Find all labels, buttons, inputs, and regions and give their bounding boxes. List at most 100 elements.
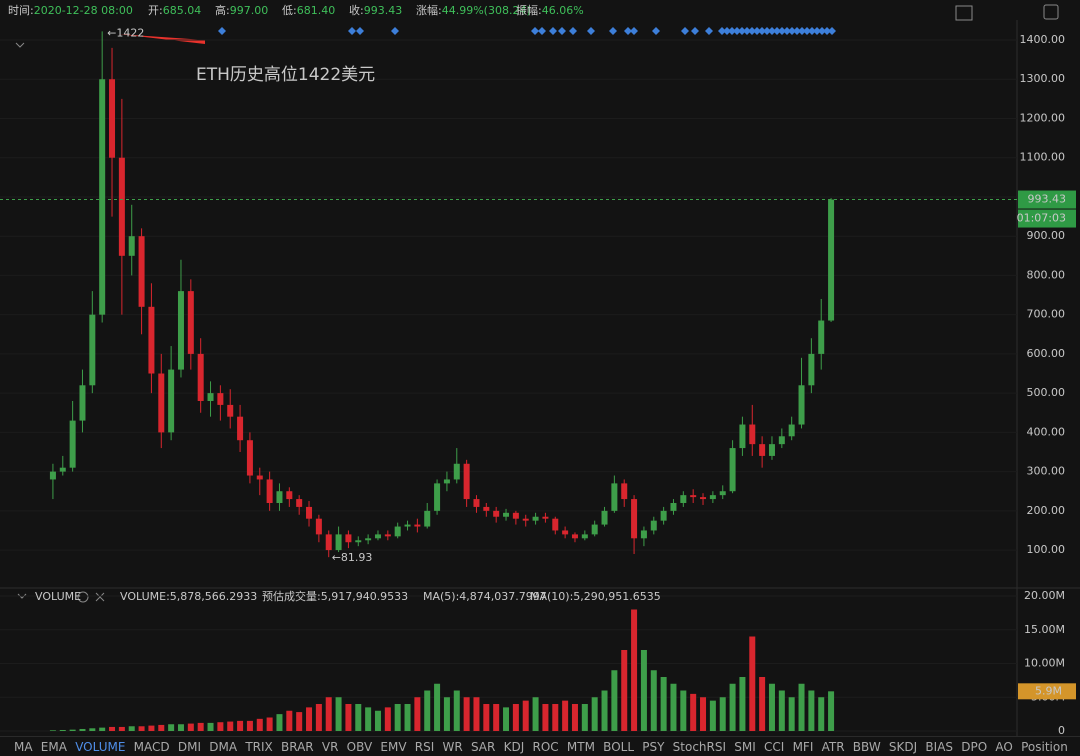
header-item: 涨幅:44.99%(308.24) — [416, 4, 531, 17]
signal-marker — [763, 27, 771, 35]
indicator-tab[interactable]: OBV — [346, 739, 373, 754]
y-tick-label: 10.00M — [1024, 657, 1065, 670]
volume-bar — [276, 714, 283, 731]
volume-bar — [739, 677, 746, 731]
volume-bar — [325, 697, 332, 731]
candle-body — [315, 518, 322, 535]
volume-bar — [374, 710, 381, 731]
volume-bar — [709, 700, 716, 731]
signal-marker — [549, 27, 557, 35]
signal-marker — [768, 27, 776, 35]
candle-body — [177, 291, 184, 370]
indicator-tab[interactable]: SMI — [734, 739, 756, 754]
signal-marker — [569, 27, 577, 35]
volume-bar — [404, 704, 411, 731]
indicator-tab[interactable]: DMI — [177, 739, 202, 754]
candle-body — [749, 424, 756, 445]
candle-body — [365, 538, 372, 541]
signal-marker — [808, 27, 816, 35]
volume-bar — [315, 704, 322, 731]
volume-bar — [434, 683, 441, 731]
volume-bar — [749, 636, 756, 731]
candle-body — [306, 506, 313, 519]
indicator-tab[interactable]: BOLL — [603, 739, 635, 754]
volume-bar — [296, 712, 303, 731]
indicator-tab[interactable]: EMA — [40, 739, 67, 754]
indicator-tab[interactable]: BBW — [852, 739, 881, 754]
indicator-tab[interactable]: SKDJ — [888, 739, 918, 754]
indicator-tab[interactable]: MTM — [566, 739, 595, 754]
indicator-tab[interactable]: SAR — [470, 739, 496, 754]
indicator-tab[interactable]: WR — [442, 739, 463, 754]
volume-bar — [246, 720, 253, 731]
volume-bar — [414, 697, 421, 731]
candle-body — [591, 524, 598, 535]
volume-bar — [138, 726, 145, 731]
candle-body — [808, 353, 815, 386]
indicator-tab[interactable]: DPO — [961, 739, 988, 754]
indicator-tab[interactable]: MFI — [792, 739, 814, 754]
indicator-tab[interactable]: BRAR — [280, 739, 314, 754]
signal-marker — [783, 27, 791, 35]
candle-body — [778, 436, 785, 445]
candle-body — [680, 495, 687, 503]
volume-bar — [59, 729, 66, 731]
legend-chevron[interactable] — [17, 593, 27, 599]
indicator-tab[interactable]: BIAS — [925, 739, 954, 754]
candle-body — [148, 306, 155, 374]
signal-marker — [652, 27, 660, 35]
close-icon[interactable] — [95, 592, 105, 602]
indicator-tab[interactable]: DMA — [209, 739, 238, 754]
signal-marker — [531, 27, 539, 35]
header-label: 开: — [148, 4, 163, 17]
volume-bar — [453, 690, 460, 731]
indicator-tab[interactable]: AO — [995, 739, 1013, 754]
signal-marker — [558, 27, 566, 35]
indicator-tab[interactable]: MA — [14, 739, 33, 754]
indicator-tab[interactable]: ROC — [532, 739, 559, 754]
y-tick-label: 100.00 — [1027, 543, 1066, 556]
indicator-tab[interactable]: ATR — [821, 739, 845, 754]
indicator-tab[interactable]: PSY — [642, 739, 665, 754]
indicator-tab[interactable]: TRIX — [245, 739, 273, 754]
header-item: 开:685.04 — [148, 4, 201, 17]
header-value: 46.06% — [542, 4, 584, 17]
settings-icon[interactable] — [955, 5, 973, 21]
candle-body — [414, 524, 421, 527]
candle-body — [759, 444, 766, 456]
indicator-tab[interactable]: VOLUME — [75, 739, 126, 754]
indicator-tab[interactable]: StochRSI — [672, 739, 727, 754]
signal-marker — [728, 27, 736, 35]
menu-icon[interactable] — [1043, 4, 1059, 20]
candle-body — [818, 320, 825, 354]
volume-bar — [571, 704, 578, 731]
chart: 时间:2020-12-28 08:00 开:685.04 高:997.00 低:681… — [0, 3, 1080, 736]
candle-body — [227, 404, 234, 417]
indicator-tab[interactable]: CCI — [764, 739, 785, 754]
signal-marker — [738, 27, 746, 35]
signal-marker — [813, 27, 821, 35]
candle-body — [99, 79, 106, 315]
eye-icon[interactable] — [77, 591, 89, 603]
collapse-icon[interactable] — [15, 42, 25, 48]
volume-bar — [177, 724, 184, 731]
volume-bar — [345, 704, 352, 731]
signal-marker — [828, 27, 836, 35]
volume-bar — [670, 683, 677, 731]
volume-bar — [424, 690, 431, 731]
indicator-tab[interactable]: KDJ — [503, 739, 525, 754]
indicator-tab[interactable]: RSI — [414, 739, 435, 754]
volume-bar — [562, 700, 569, 731]
candle-body — [355, 540, 362, 543]
indicator-tab[interactable]: VR — [321, 739, 339, 754]
volume-bar — [522, 700, 529, 731]
signal-marker — [218, 27, 226, 35]
indicator-tab[interactable]: EMV — [380, 739, 407, 754]
candle-body — [296, 499, 303, 507]
indicator-tab[interactable]: MACD — [133, 739, 170, 754]
signal-marker — [753, 27, 761, 35]
header-value: 44.99%(308.24) — [442, 4, 531, 17]
indicator-tab[interactable]: Position — [1021, 739, 1068, 754]
signal-marker — [609, 27, 617, 35]
